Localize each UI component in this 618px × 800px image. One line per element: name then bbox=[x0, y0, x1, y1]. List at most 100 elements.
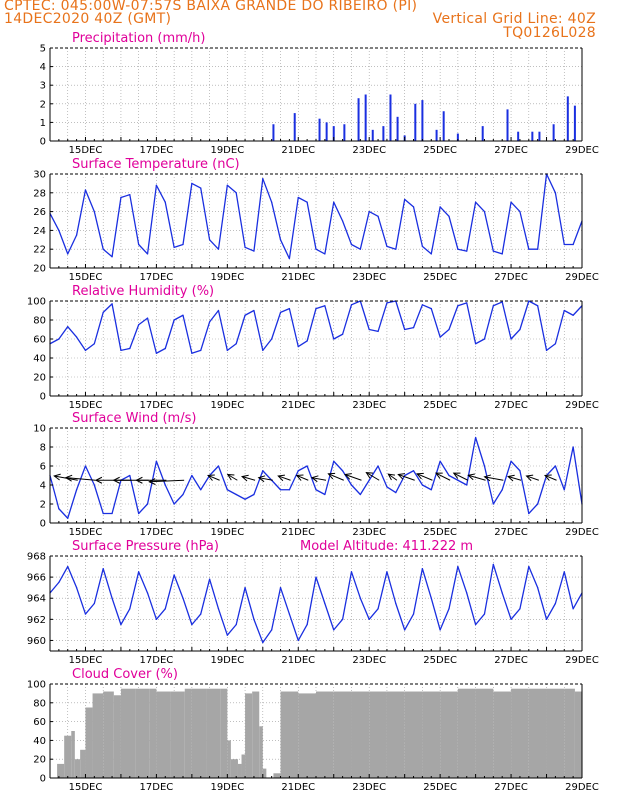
rh-line-segment bbox=[84, 343, 95, 352]
cloud-bar bbox=[103, 691, 114, 778]
cloud-bar bbox=[252, 691, 260, 778]
wind-arrow-head bbox=[416, 472, 424, 480]
wind-line-segment bbox=[537, 474, 548, 505]
rh-line-segment bbox=[244, 309, 255, 316]
temp-line-segment bbox=[341, 220, 353, 246]
wind-arrow bbox=[452, 472, 469, 481]
wind-arrow-head bbox=[135, 476, 143, 484]
cloud-bar bbox=[351, 691, 370, 778]
rh-line-segment bbox=[430, 307, 441, 338]
pressure-line-segment bbox=[271, 587, 282, 631]
wind-arrow-head bbox=[148, 478, 156, 485]
wind-line-segment bbox=[430, 460, 441, 491]
rh-line-segment bbox=[350, 300, 361, 306]
x-tick-label: 21DEC bbox=[281, 400, 315, 411]
precip-bar bbox=[318, 118, 321, 141]
precip-bar bbox=[531, 131, 534, 141]
wind-arrow bbox=[365, 472, 380, 481]
x-tick-label: 19DEC bbox=[210, 655, 244, 666]
header-code: TQ0126L028 bbox=[503, 25, 596, 41]
rh-line-segment bbox=[279, 307, 291, 314]
y-tick-label: 100 bbox=[27, 680, 46, 691]
pressure-line-segment bbox=[501, 592, 512, 620]
wind-line-segment bbox=[200, 474, 211, 491]
temp-line-segment bbox=[483, 210, 494, 252]
precip-bar bbox=[481, 126, 484, 141]
pressure-line-segment bbox=[519, 565, 530, 610]
wind-line-segment bbox=[84, 465, 95, 486]
cloud-bar bbox=[92, 693, 104, 778]
y-tick-label: 20 bbox=[33, 373, 46, 384]
pressure-line-segment bbox=[483, 563, 494, 615]
temp-line-segment bbox=[244, 246, 255, 252]
pressure-line-segment bbox=[404, 613, 415, 631]
pressure-line-segment bbox=[49, 581, 60, 594]
rh-line-segment bbox=[146, 317, 158, 354]
pressure-line-segment bbox=[439, 608, 450, 631]
pressure-line-segment bbox=[412, 568, 424, 615]
temp-line-segment bbox=[386, 245, 397, 250]
rh-line-segment bbox=[306, 307, 317, 342]
x-tick-label: 17DEC bbox=[140, 272, 174, 283]
rh-line-segment bbox=[315, 305, 326, 310]
wind-arrow-shaft bbox=[344, 474, 362, 481]
wind-arrow bbox=[64, 474, 96, 482]
wind-arrow-head bbox=[387, 473, 396, 481]
x-tick-label: 29DEC bbox=[565, 782, 599, 793]
wind-arrow-shaft bbox=[435, 472, 451, 481]
cloud-bar bbox=[475, 688, 494, 778]
wind-line-segment bbox=[510, 460, 521, 472]
y-tick-label: 26 bbox=[33, 207, 46, 218]
cloud-bar bbox=[241, 754, 246, 778]
temp-panel: 20 22 24 26 28 30 15DEC 17DEC 19DEC 21DEC 23DEC 25D… bbox=[33, 157, 599, 283]
pressure-line-segment bbox=[306, 576, 317, 626]
wind-line-segment bbox=[395, 474, 406, 494]
pressure-line-segment bbox=[217, 608, 228, 636]
wind-arrow-shaft bbox=[149, 479, 185, 483]
model-altitude-label: Model Altitude: 411.222 m bbox=[300, 539, 473, 554]
wind-line-segment bbox=[288, 470, 299, 491]
wind-arrow-shaft bbox=[207, 474, 220, 481]
rh-line-segment bbox=[93, 311, 104, 345]
wind-line-segment bbox=[466, 436, 477, 486]
wind-arrow-shaft bbox=[296, 474, 309, 481]
y-tick-label: 28 bbox=[33, 188, 46, 199]
precip-bar bbox=[396, 116, 399, 141]
pressure-line-segment bbox=[359, 597, 370, 620]
rh-line-segment bbox=[155, 347, 166, 354]
y-tick-label: 0 bbox=[40, 774, 46, 785]
rh-line-segment bbox=[519, 300, 530, 331]
x-tick-label: 29DEC bbox=[565, 145, 599, 156]
cloud-bar bbox=[57, 763, 65, 778]
rh-line-segment bbox=[58, 325, 69, 340]
rh-line-segment bbox=[182, 314, 193, 354]
wind-arrow bbox=[148, 478, 185, 485]
wind-line-segment bbox=[253, 470, 264, 496]
wind-line-segment bbox=[386, 486, 397, 494]
temp-line-segment bbox=[191, 182, 202, 189]
pressure-line-segment bbox=[279, 587, 291, 615]
cloud-bar bbox=[227, 740, 231, 778]
pressure-line-segment bbox=[146, 592, 158, 620]
precip-bar bbox=[382, 126, 385, 141]
wind-line-segment bbox=[333, 460, 344, 472]
cloud-bar bbox=[440, 691, 458, 778]
wind-arrow bbox=[434, 472, 451, 481]
temp-line-segment bbox=[350, 243, 361, 250]
cloud-panel: 0 20 40 60 80 100 15DEC 17DEC 19DEC 21DEC 23DEC 25D… bbox=[27, 667, 599, 793]
temp-line-segment bbox=[129, 194, 140, 246]
pressure-line-segment bbox=[58, 565, 69, 584]
x-tick-label: 23DEC bbox=[352, 272, 386, 283]
temp-line-segment bbox=[120, 194, 131, 199]
cloud-bar bbox=[280, 691, 299, 778]
wind-arrow-shaft bbox=[526, 475, 539, 481]
rh-line-segment bbox=[466, 302, 477, 345]
pressure-line-segment bbox=[368, 608, 379, 620]
cloud-bar bbox=[113, 695, 121, 778]
temp-line-segment bbox=[217, 184, 228, 250]
rh-line-segment bbox=[404, 326, 415, 331]
y-tick-label: 962 bbox=[27, 615, 46, 626]
x-tick-label: 29DEC bbox=[565, 272, 599, 283]
precip-bar bbox=[332, 126, 335, 141]
pressure-line-segment bbox=[377, 571, 388, 610]
